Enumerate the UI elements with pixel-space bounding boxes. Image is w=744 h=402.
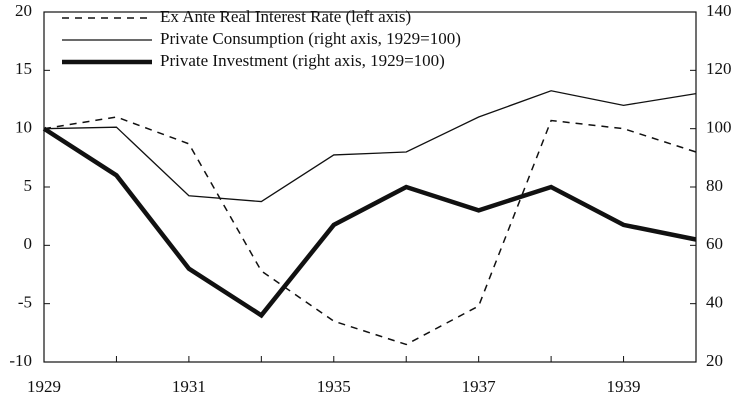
- series-line: [43, 90, 697, 203]
- y2-tick-label: 80: [706, 176, 723, 195]
- y-tick-label: -5: [18, 293, 32, 312]
- legend-label: Private Consumption (right axis, 1929=10…: [160, 29, 461, 48]
- y-tick-label: 15: [15, 59, 32, 78]
- legend-label: Ex Ante Real Interest Rate (left axis): [160, 7, 411, 26]
- y-tick-label: 10: [15, 118, 32, 137]
- y2-tick-label: 100: [706, 118, 732, 137]
- y2-tick-label: 60: [706, 234, 723, 253]
- x-tick-label: 1939: [607, 377, 641, 396]
- y2-tick-label: 120: [706, 59, 732, 78]
- y2-tick-label: 40: [706, 293, 723, 312]
- y-tick-label: 0: [24, 234, 33, 253]
- x-tick-label: 1935: [317, 377, 351, 396]
- y-tick-label: -10: [9, 351, 32, 370]
- legend-label: Private Investment (right axis, 1929=100…: [160, 51, 445, 70]
- y-tick-label: 5: [24, 176, 33, 195]
- y2-tick-label: 140: [706, 1, 732, 20]
- x-tick-label: 1929: [27, 377, 61, 396]
- series-line: [42, 126, 697, 319]
- x-tick-label: 1931: [172, 377, 206, 396]
- y2-tick-label: 20: [706, 351, 723, 370]
- x-tick-label: 1937: [462, 377, 497, 396]
- y-tick-label: 20: [15, 1, 32, 20]
